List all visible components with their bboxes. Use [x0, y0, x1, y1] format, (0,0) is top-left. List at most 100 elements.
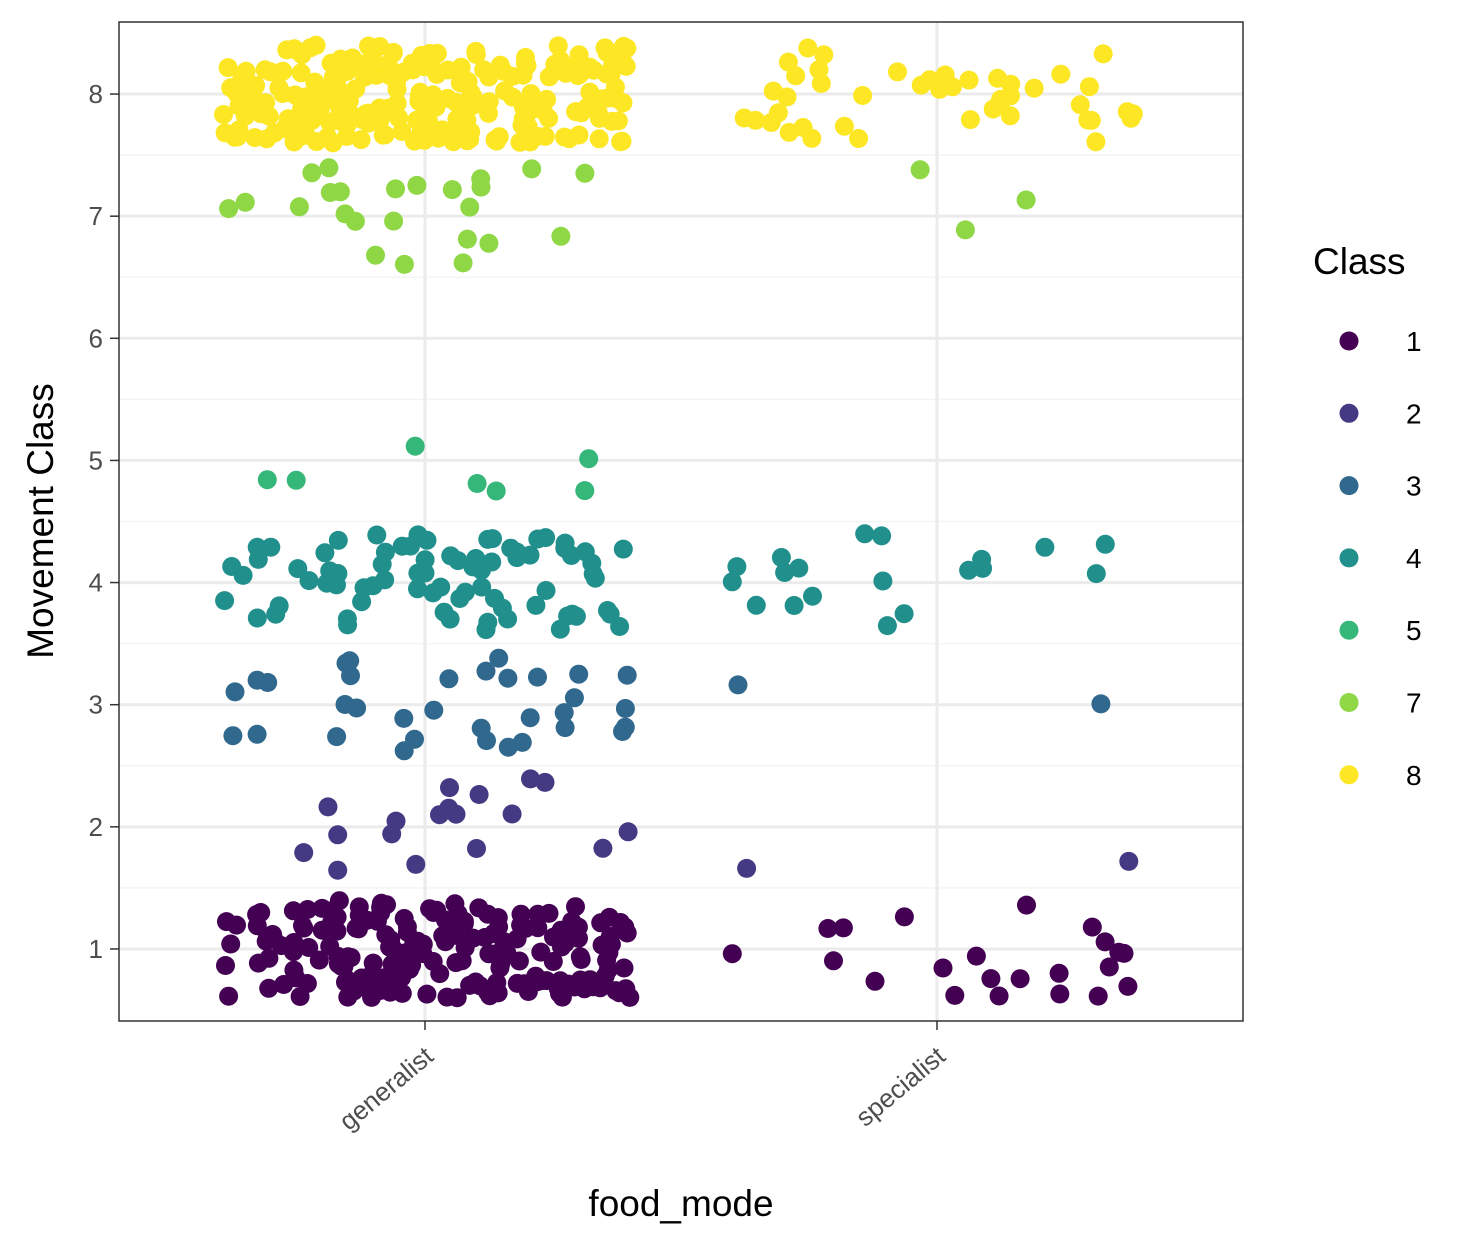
- point-class-8-generalist: [269, 78, 289, 98]
- point-class-7-generalist: [319, 158, 339, 178]
- point-class-8-specialist: [935, 65, 955, 85]
- point-class-8-generalist: [597, 43, 617, 63]
- point-class-2-generalist: [535, 772, 555, 792]
- point-class-2-specialist: [1119, 851, 1139, 871]
- point-class-8-specialist: [809, 60, 829, 80]
- point-class-1-specialist: [989, 986, 1009, 1006]
- y-tick-label: 4: [89, 568, 103, 598]
- point-class-1-generalist: [312, 920, 332, 940]
- point-class-8-generalist: [617, 38, 637, 58]
- point-class-8-generalist: [323, 133, 343, 153]
- point-class-3-generalist: [498, 668, 518, 688]
- point-class-1-generalist: [478, 982, 497, 1002]
- point-class-7-generalist: [394, 254, 414, 274]
- point-class-4-generalist: [528, 529, 548, 549]
- point-class-8-generalist: [605, 77, 625, 97]
- point-class-8-generalist: [218, 58, 238, 78]
- point-class-5-generalist: [579, 449, 599, 469]
- point-class-8-generalist: [426, 97, 446, 117]
- legend-label-7: 7: [1406, 688, 1422, 719]
- point-class-4-specialist: [771, 548, 791, 567]
- point-class-8-generalist: [338, 113, 358, 133]
- point-class-1-generalist: [216, 956, 235, 975]
- point-class-2-generalist: [440, 778, 459, 798]
- point-class-3-generalist: [477, 731, 496, 751]
- point-class-1-specialist: [966, 946, 986, 966]
- point-class-2-generalist: [593, 838, 613, 858]
- point-class-8-generalist: [273, 61, 293, 81]
- point-class-7-generalist: [471, 177, 491, 197]
- point-class-8-generalist: [351, 130, 371, 150]
- point-class-1-generalist: [487, 945, 507, 964]
- point-class-3-generalist: [498, 737, 518, 757]
- point-class-4-specialist: [1095, 534, 1115, 554]
- data-points: [214, 35, 1143, 1008]
- point-class-1-generalist: [516, 918, 536, 938]
- point-class-7-generalist: [575, 163, 595, 183]
- point-class-1-specialist: [1099, 957, 1119, 977]
- y-tick-label: 2: [89, 812, 103, 842]
- point-class-1-generalist: [599, 907, 619, 927]
- point-class-1-specialist: [1082, 917, 1102, 937]
- point-class-4-generalist: [555, 538, 575, 558]
- point-class-8-generalist: [427, 43, 447, 63]
- point-class-1-specialist: [1049, 963, 1069, 983]
- point-class-2-generalist: [439, 798, 459, 818]
- legend-label-3: 3: [1406, 471, 1422, 502]
- point-class-1-generalist: [349, 919, 368, 939]
- point-class-1-generalist: [362, 987, 382, 1007]
- point-class-8-generalist: [393, 62, 413, 82]
- point-class-7-generalist: [453, 253, 473, 273]
- point-class-1-generalist: [290, 987, 310, 1006]
- point-class-3-generalist: [327, 727, 347, 747]
- point-class-1-specialist: [981, 969, 1001, 989]
- point-class-3-generalist: [247, 670, 267, 690]
- point-class-3-generalist: [223, 726, 243, 746]
- point-class-8-generalist: [589, 129, 609, 149]
- point-class-4-generalist: [269, 596, 289, 616]
- point-class-8-generalist: [462, 96, 482, 116]
- legend-key-7: [1339, 693, 1359, 712]
- point-class-8-specialist: [763, 81, 783, 101]
- point-class-1-generalist: [528, 904, 548, 924]
- point-class-8-generalist: [363, 48, 382, 68]
- point-class-1-specialist: [1118, 976, 1138, 996]
- legend-label-4: 4: [1406, 543, 1422, 574]
- point-class-4-generalist: [247, 537, 267, 557]
- point-class-2-generalist: [618, 822, 638, 842]
- point-class-4-generalist: [536, 581, 556, 600]
- point-class-3-generalist: [394, 708, 414, 728]
- point-class-3-generalist: [405, 729, 424, 749]
- point-class-1-specialist: [1109, 942, 1129, 962]
- point-class-1-specialist: [824, 951, 843, 971]
- point-class-4-specialist: [855, 524, 875, 544]
- point-class-8-specialist: [960, 110, 980, 130]
- point-class-8-specialist: [746, 110, 766, 130]
- point-class-8-specialist: [1070, 95, 1090, 115]
- point-class-4-generalist: [328, 530, 348, 550]
- point-class-4-generalist: [233, 565, 253, 585]
- point-class-1-specialist: [894, 907, 914, 927]
- point-class-1-specialist: [1088, 986, 1108, 1006]
- point-class-2-generalist: [318, 797, 338, 817]
- point-class-1-generalist: [219, 986, 239, 1006]
- point-class-1-generalist: [399, 953, 419, 973]
- point-class-1-generalist: [217, 912, 236, 932]
- point-class-1-generalist: [595, 966, 615, 986]
- point-class-1-generalist: [408, 931, 428, 951]
- point-class-8-specialist: [814, 45, 834, 65]
- point-class-1-generalist: [327, 921, 347, 941]
- point-class-4-specialist: [803, 586, 822, 606]
- point-class-4-specialist: [959, 560, 979, 580]
- point-class-3-generalist: [247, 724, 267, 744]
- point-class-4-specialist: [722, 572, 742, 592]
- point-class-4-generalist: [299, 571, 319, 591]
- point-class-1-generalist: [420, 899, 440, 919]
- point-class-8-generalist: [535, 126, 555, 146]
- point-class-4-generalist: [472, 577, 492, 597]
- point-class-8-generalist: [283, 39, 303, 59]
- point-class-8-generalist: [490, 55, 510, 75]
- point-class-1-specialist: [865, 971, 885, 991]
